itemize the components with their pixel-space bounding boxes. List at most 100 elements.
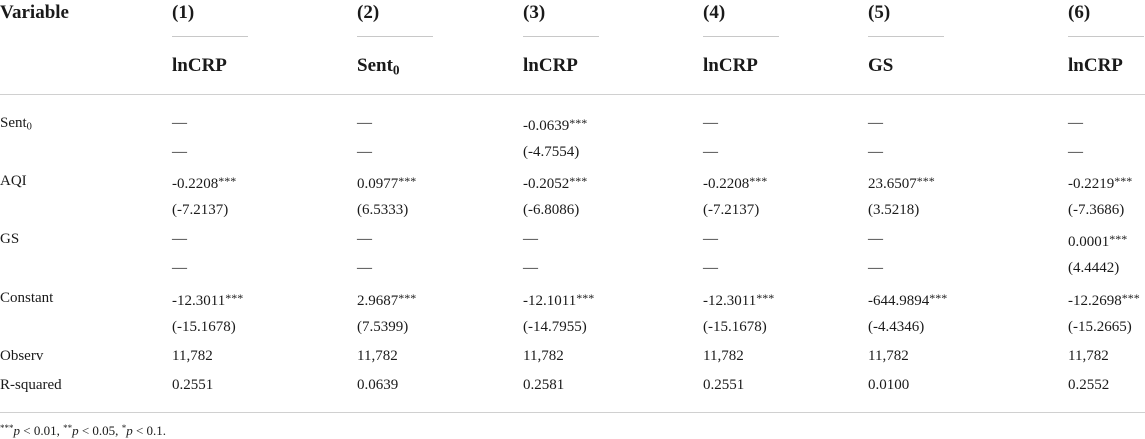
significance-stars: *** — [916, 174, 935, 188]
cell-value: — — [357, 260, 372, 276]
model-header-rule — [357, 36, 433, 37]
table-cell: (-7.2137) — [172, 201, 228, 219]
row-label-text: Sent — [0, 115, 27, 131]
table-cell: — — [172, 259, 187, 277]
footnote-p: p — [126, 423, 133, 439]
significance-footnote: ***p < 0.01, **p < 0.05, *p < 0.1. — [0, 420, 166, 439]
significance-stars: *** — [576, 291, 595, 305]
cell-value: (-15.2665) — [1068, 319, 1132, 335]
cell-value: (-15.1678) — [172, 319, 236, 335]
significance-stars: *** — [1114, 174, 1133, 188]
cell-value: (-7.2137) — [172, 202, 229, 218]
table-cell: 0.2551 — [172, 376, 213, 394]
dependent-variable-name: Sent — [357, 55, 393, 76]
cell-value: — — [703, 260, 718, 276]
cell-value: — — [172, 231, 187, 247]
cell-value: -0.2208 — [172, 176, 219, 192]
cell-value: -12.2698 — [1068, 293, 1122, 309]
model-header-rule — [523, 36, 599, 37]
cell-value: — — [357, 115, 372, 131]
table-cell: — — [703, 143, 718, 161]
dependent-variable-header: lnCRP — [523, 55, 578, 77]
footnote-threshold: < 0.1. — [132, 423, 167, 439]
dependent-variable-header: lnCRP — [1068, 55, 1123, 77]
table-cell: 11,782 — [1068, 347, 1109, 365]
dependent-variable-name: GS — [868, 55, 894, 76]
table-cell: 11,782 — [868, 347, 909, 365]
table-cell: 23.6507*** — [868, 172, 935, 193]
cell-value: 0.2581 — [523, 377, 565, 393]
cell-value: (7.5399) — [357, 319, 409, 335]
table-cell: 11,782 — [172, 347, 213, 365]
table-cell: (-4.4346) — [868, 318, 924, 336]
table-cell: -12.3011*** — [172, 289, 243, 310]
footnote-p: p — [13, 423, 21, 439]
table-cell: -0.2208*** — [172, 172, 236, 193]
cell-value: — — [172, 144, 187, 160]
dependent-variable-name: lnCRP — [1068, 55, 1123, 76]
model-header-rule — [703, 36, 779, 37]
table-cell: 0.2581 — [523, 376, 564, 394]
cell-value: 0.0639 — [357, 377, 399, 393]
cell-value: 0.0977 — [357, 176, 399, 192]
table-cell: — — [357, 230, 372, 248]
table-cell: (-14.7955) — [523, 318, 587, 336]
cell-value: — — [1068, 144, 1083, 160]
row-label-text: Observ — [0, 348, 44, 364]
cell-value: 0.2552 — [1068, 377, 1110, 393]
cell-value: -0.2219 — [1068, 176, 1115, 192]
dependent-variable-header: GS — [868, 55, 893, 77]
row-label-text: R-squared — [0, 377, 62, 393]
table-cell: — — [523, 230, 538, 248]
footnote-p: p — [72, 423, 79, 439]
dependent-variable-name: lnCRP — [523, 55, 578, 76]
table-cell: -644.9894*** — [868, 289, 947, 310]
significance-stars: *** — [756, 291, 775, 305]
table-cell: — — [357, 114, 372, 132]
cell-value: 0.0100 — [868, 377, 910, 393]
cell-value: 11,782 — [357, 348, 398, 364]
table-cell: 11,782 — [523, 347, 564, 365]
cell-value: 2.9687 — [357, 293, 399, 309]
cell-value: (-15.1678) — [703, 319, 767, 335]
model-number-header: (3) — [523, 2, 546, 23]
table-cell: — — [357, 259, 372, 277]
cell-value: — — [357, 231, 372, 247]
footnote-threshold: < 0.01, — [20, 423, 64, 439]
cell-value: (-4.4346) — [868, 319, 925, 335]
table-cell: — — [172, 143, 187, 161]
model-number-header: (2) — [357, 2, 380, 23]
table-cell: -0.2208*** — [703, 172, 767, 193]
footnote-stars: * — [121, 423, 127, 433]
table-cell: — — [868, 259, 883, 277]
model-header-rule — [1068, 36, 1144, 37]
cell-value: — — [357, 144, 372, 160]
cell-value: (6.5333) — [357, 202, 409, 218]
cell-value: (-7.3686) — [1068, 202, 1125, 218]
table-cell: — — [1068, 143, 1083, 161]
table-cell: — — [1068, 114, 1083, 132]
table-cell: 11,782 — [357, 347, 398, 365]
cell-value: — — [703, 115, 718, 131]
table-cell: 0.0977*** — [357, 172, 416, 193]
significance-stars: *** — [398, 291, 417, 305]
table-cell: -0.0639*** — [523, 114, 587, 135]
table-cell: — — [868, 114, 883, 132]
cell-value: — — [172, 260, 187, 276]
cell-value: 0.2551 — [703, 377, 745, 393]
table-cell: -0.2219*** — [1068, 172, 1132, 193]
cell-value: 11,782 — [172, 348, 213, 364]
cell-value: -12.1011 — [523, 293, 577, 309]
cell-value: — — [868, 115, 883, 131]
cell-value: (3.5218) — [868, 202, 920, 218]
table-cell: — — [703, 230, 718, 248]
significance-stars: *** — [569, 116, 588, 130]
cell-value: (4.4442) — [1068, 260, 1120, 276]
row-label: Observ — [0, 347, 43, 365]
table-cell: -12.3011*** — [703, 289, 774, 310]
significance-stars: *** — [929, 291, 948, 305]
table-cell: (-6.8086) — [523, 201, 579, 219]
cell-value: -0.0639 — [523, 118, 570, 134]
table-cell: 0.0001*** — [1068, 230, 1127, 251]
